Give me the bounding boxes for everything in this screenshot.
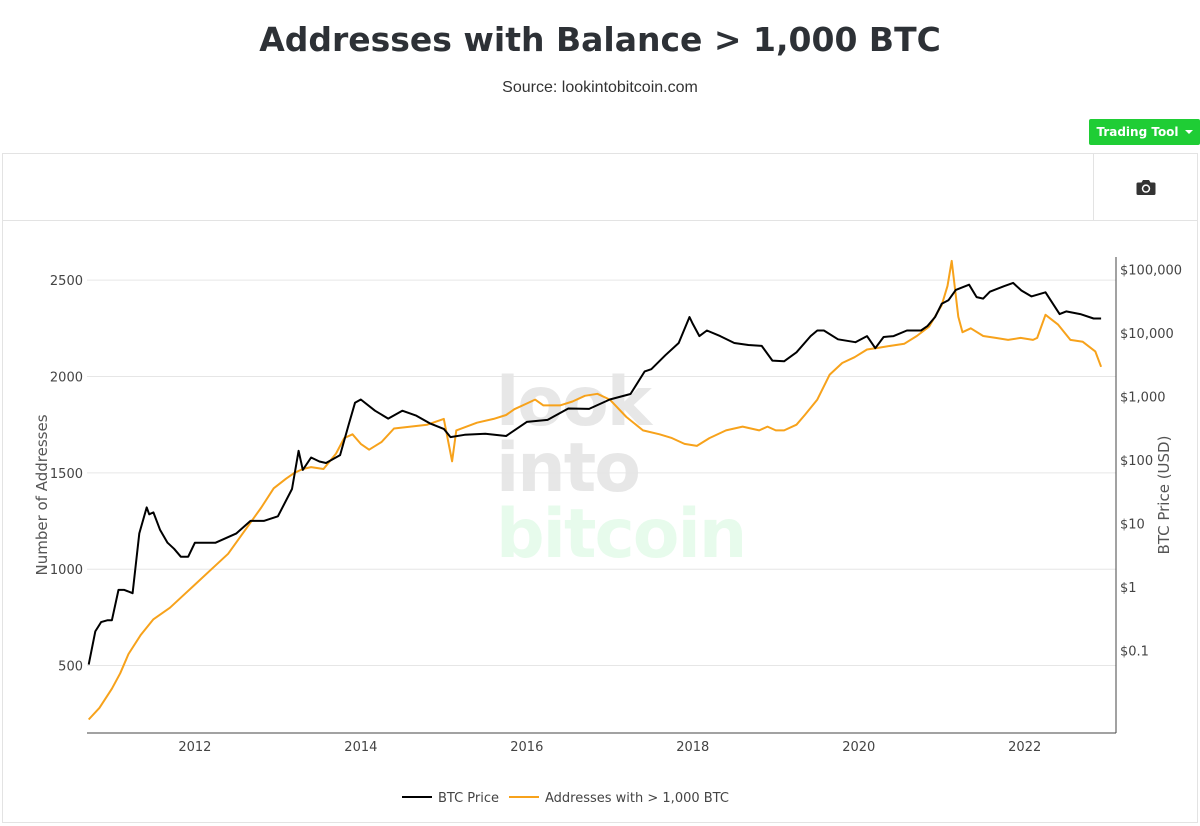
axes [87, 257, 1117, 734]
y2-tick-label: $100 [1120, 454, 1153, 469]
camera-icon [1136, 179, 1155, 195]
y2-tick-label: $1 [1120, 581, 1137, 596]
chart-panel-header [3, 154, 1197, 221]
gridlines [87, 279, 1116, 667]
y2-axis-ticks: $0.1 $1 $10 $100 $1,000 $10,000 $100,000 [1120, 264, 1182, 660]
legend-label-btc-price: BTC Price [438, 791, 499, 806]
y2-tick-label: $0.1 [1120, 644, 1149, 659]
y-axis-label: Number of Addresses [33, 414, 51, 575]
y2-tick-label: $1,000 [1120, 391, 1166, 406]
page-subtitle: Source: lookintobitcoin.com [502, 79, 698, 96]
y-tick-label: 1000 [50, 563, 83, 578]
x-tick-label: 2020 [842, 740, 875, 755]
trading-tool-label: Trading Tool [1096, 125, 1179, 139]
x-tick-label: 2012 [178, 740, 211, 755]
series-line-btc-price [87, 281, 1102, 665]
chart-panel [2, 153, 1198, 823]
legend-label-addresses: Addresses with > 1,000 BTC [545, 791, 729, 806]
caret-down-icon [1184, 130, 1193, 134]
page-title: Addresses with Balance > 1,000 BTC [259, 20, 941, 59]
series-line-addresses [87, 259, 1103, 721]
x-axis-ticks: 2012 2014 2016 2018 2020 2022 [178, 740, 1041, 755]
y-tick-label: 2000 [50, 370, 83, 385]
y-tick-label: 2500 [50, 274, 83, 289]
screenshot-button[interactable] [1093, 154, 1197, 220]
y2-tick-label: $10,000 [1120, 327, 1174, 342]
x-tick-label: 2022 [1008, 740, 1041, 755]
trading-tool-button[interactable]: Trading Tool [1089, 119, 1200, 145]
y-tick-label: 500 [58, 660, 83, 675]
y2-tick-label: $10 [1120, 518, 1145, 533]
x-tick-label: 2018 [676, 740, 709, 755]
watermark-line-2: into [496, 429, 641, 508]
y-axis-ticks: 500 1000 1500 2000 2500 [50, 274, 83, 674]
y2-tick-label: $100,000 [1120, 264, 1182, 279]
watermark-line-3: bitcoin [496, 495, 747, 574]
y-tick-label: 1500 [50, 467, 83, 482]
x-tick-label: 2014 [344, 740, 377, 755]
x-tick-label: 2016 [510, 740, 543, 755]
series-layer [87, 259, 1103, 721]
y2-axis-label: BTC Price (USD) [1155, 436, 1173, 555]
legend: BTC Price Addresses with > 1,000 BTC [402, 791, 729, 806]
